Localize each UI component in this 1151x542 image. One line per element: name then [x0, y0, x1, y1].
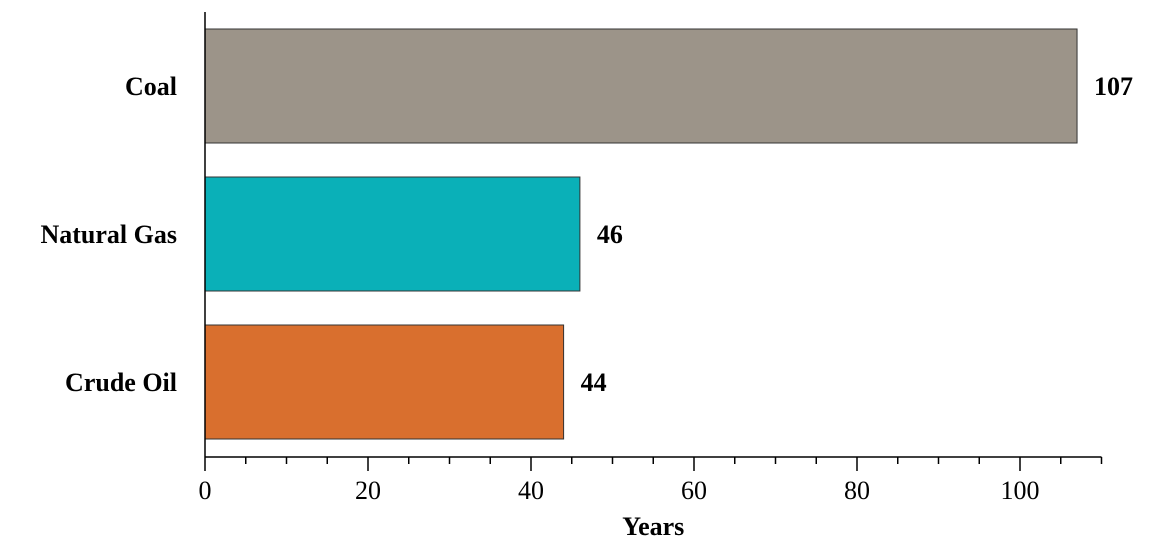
- x-tick-label: 80: [844, 476, 870, 505]
- x-tick-label: 20: [355, 476, 381, 505]
- value-label-natural-gas: 46: [597, 220, 623, 249]
- axes-layer: [204, 12, 1103, 471]
- x-tick-label: 100: [1001, 476, 1040, 505]
- bar-coal: [204, 28, 1078, 144]
- x-axis-title: Years: [622, 512, 684, 541]
- category-label-natural-gas: Natural Gas: [41, 220, 178, 249]
- bar-natural-gas: [204, 176, 581, 292]
- category-label-coal: Coal: [125, 72, 177, 101]
- bars-layer: [204, 28, 1078, 440]
- value-label-crude-oil: 44: [581, 368, 607, 397]
- value-label-coal: 107: [1094, 72, 1133, 101]
- category-label-crude-oil: Crude Oil: [65, 368, 177, 397]
- bar-crude-oil: [204, 324, 565, 440]
- x-tick-label: 40: [518, 476, 544, 505]
- labels-layer: Coal 107 Natural Gas 46 Crude Oil 44 0 20 40 60 80…: [41, 72, 1134, 505]
- x-tick-label: 0: [199, 476, 212, 505]
- x-tick-label: 60: [681, 476, 707, 505]
